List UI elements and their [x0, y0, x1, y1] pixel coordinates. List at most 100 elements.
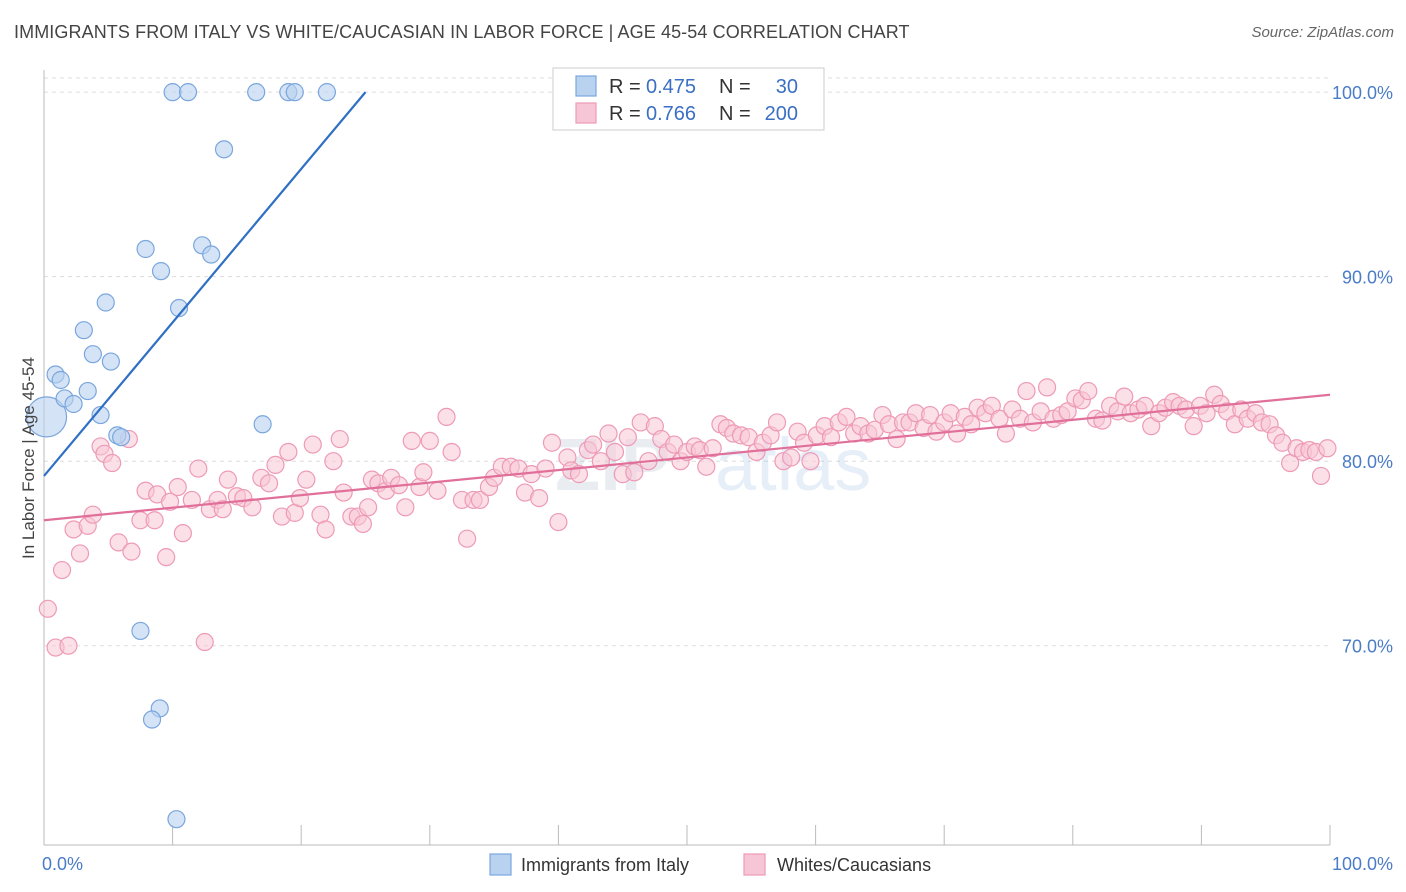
data-point-whites — [109, 533, 128, 552]
bottom-legend-swatch-blue — [489, 853, 512, 876]
data-point-whites — [157, 548, 176, 567]
data-point-whites — [947, 424, 967, 443]
data-point-whites — [59, 636, 78, 655]
data-point-whites — [1318, 439, 1337, 458]
data-point-whites — [887, 429, 906, 449]
y-tick-label: 90.0% — [1342, 268, 1393, 288]
data-point-whites — [996, 424, 1016, 443]
legend-n-label: N = — [719, 103, 751, 125]
bottom-legend-swatch-pink — [743, 853, 766, 876]
bottom-legend-label-whites: Whites/Caucasians — [777, 855, 931, 875]
data-point-whites — [1017, 381, 1036, 401]
data-point-whites — [402, 431, 421, 450]
data-point-whites — [145, 511, 164, 530]
data-point-italy — [96, 293, 115, 312]
data-point-whites — [316, 520, 335, 539]
y-tick-label: 80.0% — [1342, 452, 1393, 472]
data-point-whites — [358, 498, 378, 517]
data-point-italy — [25, 396, 68, 438]
data-point-whites — [420, 431, 439, 450]
data-point-italy — [167, 810, 186, 829]
data-point-whites — [1197, 404, 1216, 423]
data-point-italy — [78, 381, 97, 401]
source-label: Source: ZipAtlas.com — [1251, 24, 1394, 41]
data-point-whites — [213, 500, 232, 519]
trend-line-immigrants-from-italy — [43, 91, 367, 477]
legend-r-label: R = — [609, 76, 641, 98]
legend-r-value-pink: 0.766 — [646, 103, 696, 125]
data-point-whites — [697, 457, 716, 476]
data-point-whites — [782, 448, 801, 467]
data-point-whites — [290, 488, 310, 508]
data-point-italy — [112, 428, 131, 447]
data-point-whites — [920, 405, 940, 425]
data-point-italy — [169, 298, 189, 318]
data-point-whites — [414, 463, 433, 482]
data-point-italy — [83, 345, 102, 364]
data-point-whites — [303, 435, 322, 454]
data-point-italy — [163, 83, 182, 102]
data-point-whites — [437, 407, 456, 427]
data-point-whites — [837, 407, 856, 427]
data-point-italy — [74, 321, 93, 340]
data-point-whites — [218, 470, 237, 489]
data-point-italy — [64, 394, 83, 414]
data-point-italy — [285, 83, 304, 102]
x-tick-label-max: 100.0% — [1332, 854, 1393, 874]
data-point-whites — [353, 514, 373, 534]
data-point-whites — [279, 442, 298, 462]
data-point-italy — [202, 245, 221, 264]
data-point-italy — [91, 405, 110, 425]
legend-r-value-blue: 0.475 — [646, 76, 696, 98]
data-point-whites — [549, 512, 568, 532]
data-point-whites — [70, 544, 90, 563]
data-point-italy — [317, 83, 337, 102]
data-point-whites — [530, 488, 549, 508]
data-point-whites — [173, 524, 192, 543]
legend-box: R = 0.475 N = 30 R = 0.766 N = 200 — [552, 67, 825, 131]
legend-n-value-pink: 200 — [765, 103, 798, 125]
legend-swatch-blue — [575, 75, 597, 97]
data-point-italy — [151, 262, 171, 281]
trend-line-whites-caucasians — [43, 393, 1331, 522]
data-point-italy — [136, 239, 155, 259]
data-point-whites — [821, 428, 841, 447]
data-point-whites — [1037, 378, 1057, 397]
series-immigrants-from-italy — [25, 83, 337, 829]
legend-n-label: N = — [719, 76, 751, 98]
data-point-italy — [51, 370, 70, 390]
data-point-whites — [457, 529, 477, 548]
data-point-whites — [160, 492, 180, 511]
data-point-whites — [1184, 417, 1203, 436]
y-tick-label: 100.0% — [1332, 83, 1393, 103]
data-point-whites — [1135, 396, 1154, 415]
data-point-whites — [470, 490, 490, 510]
grid-lines — [44, 77, 1330, 647]
chart-title: IMMIGRANTS FROM ITALY VS WHITE/CAUCASIAN… — [14, 22, 910, 42]
legend-frame — [552, 67, 825, 131]
data-point-whites — [324, 452, 343, 471]
data-point-whites — [1115, 387, 1134, 406]
data-point-whites — [297, 470, 316, 489]
data-point-whites — [103, 453, 122, 473]
data-point-italy — [253, 415, 272, 434]
data-point-italy — [131, 621, 150, 641]
data-point-whites — [618, 428, 637, 447]
data-point-whites — [122, 542, 141, 561]
data-point-whites — [625, 463, 644, 482]
bottom-legend: Immigrants from Italy Whites/Caucasians — [489, 853, 931, 876]
data-point-whites — [266, 455, 285, 474]
data-point-whites — [195, 632, 214, 652]
x-tick-label-min: 0.0% — [42, 854, 83, 874]
data-point-whites — [767, 413, 787, 432]
legend-n-value-blue: 30 — [776, 76, 798, 98]
data-point-italy — [247, 83, 266, 102]
data-point-whites — [584, 435, 603, 454]
data-point-italy — [214, 140, 234, 159]
bottom-legend-label-italy: Immigrants from Italy — [521, 855, 689, 875]
legend-swatch-pink — [575, 102, 597, 124]
data-point-whites — [182, 490, 201, 510]
y-axis-tick-labels: 100.0% 90.0% 80.0% 70.0% — [1332, 83, 1393, 657]
data-point-whites — [536, 459, 555, 478]
